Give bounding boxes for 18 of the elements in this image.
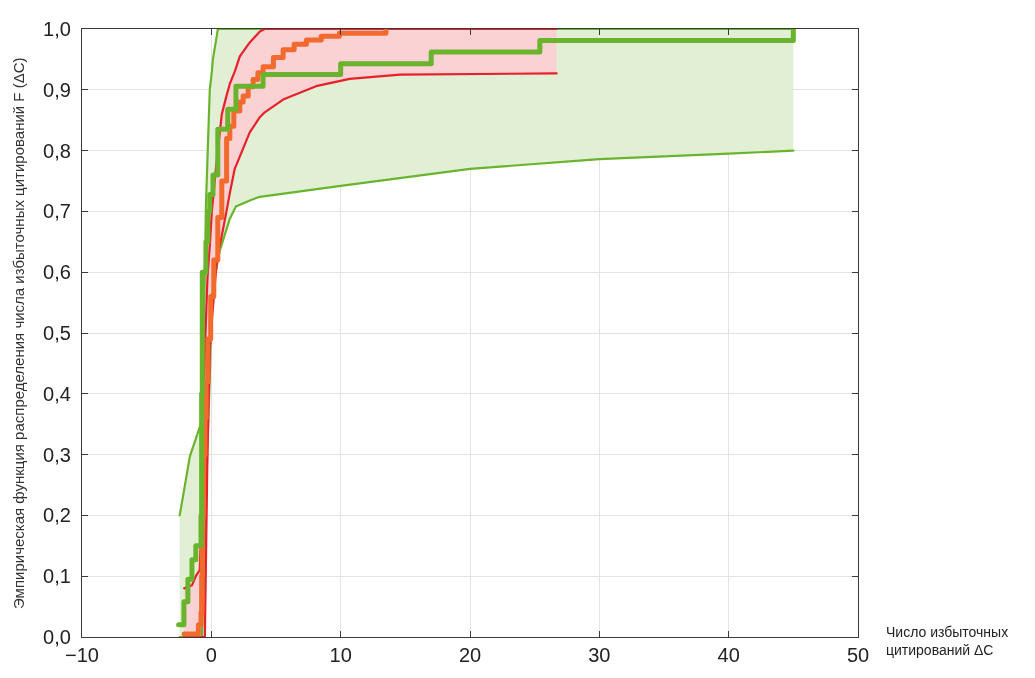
y-tick-label: 0,4 — [43, 382, 71, 405]
x-tick-label: 40 — [717, 644, 740, 667]
y-axis-title: Эмпирическая функция распределения числа избыточных цитирований F (ΔC) — [10, 57, 27, 609]
y-tick-label: 0,5 — [43, 322, 71, 344]
y-tick-label: 1,0 — [43, 18, 71, 40]
x-tick-label: 0 — [205, 644, 217, 667]
y-tick-label: 0,8 — [43, 139, 71, 162]
y-tick-label: 0,7 — [43, 200, 71, 223]
y-tick-label: 0,3 — [43, 443, 71, 466]
x-axis-title: Число избыточных цитирований ΔC — [886, 624, 1009, 659]
x-tick-label: 10 — [329, 644, 352, 667]
x-tick-label: 50 — [846, 644, 870, 667]
y-tick-label: 0,9 — [43, 78, 71, 101]
y-tick-label: 0,2 — [43, 504, 71, 527]
x-tick-label: 30 — [588, 644, 611, 667]
x-tick-label: 20 — [458, 644, 482, 667]
y-tick-label: 0,1 — [43, 565, 71, 588]
y-tick-label: 0,6 — [43, 261, 71, 284]
